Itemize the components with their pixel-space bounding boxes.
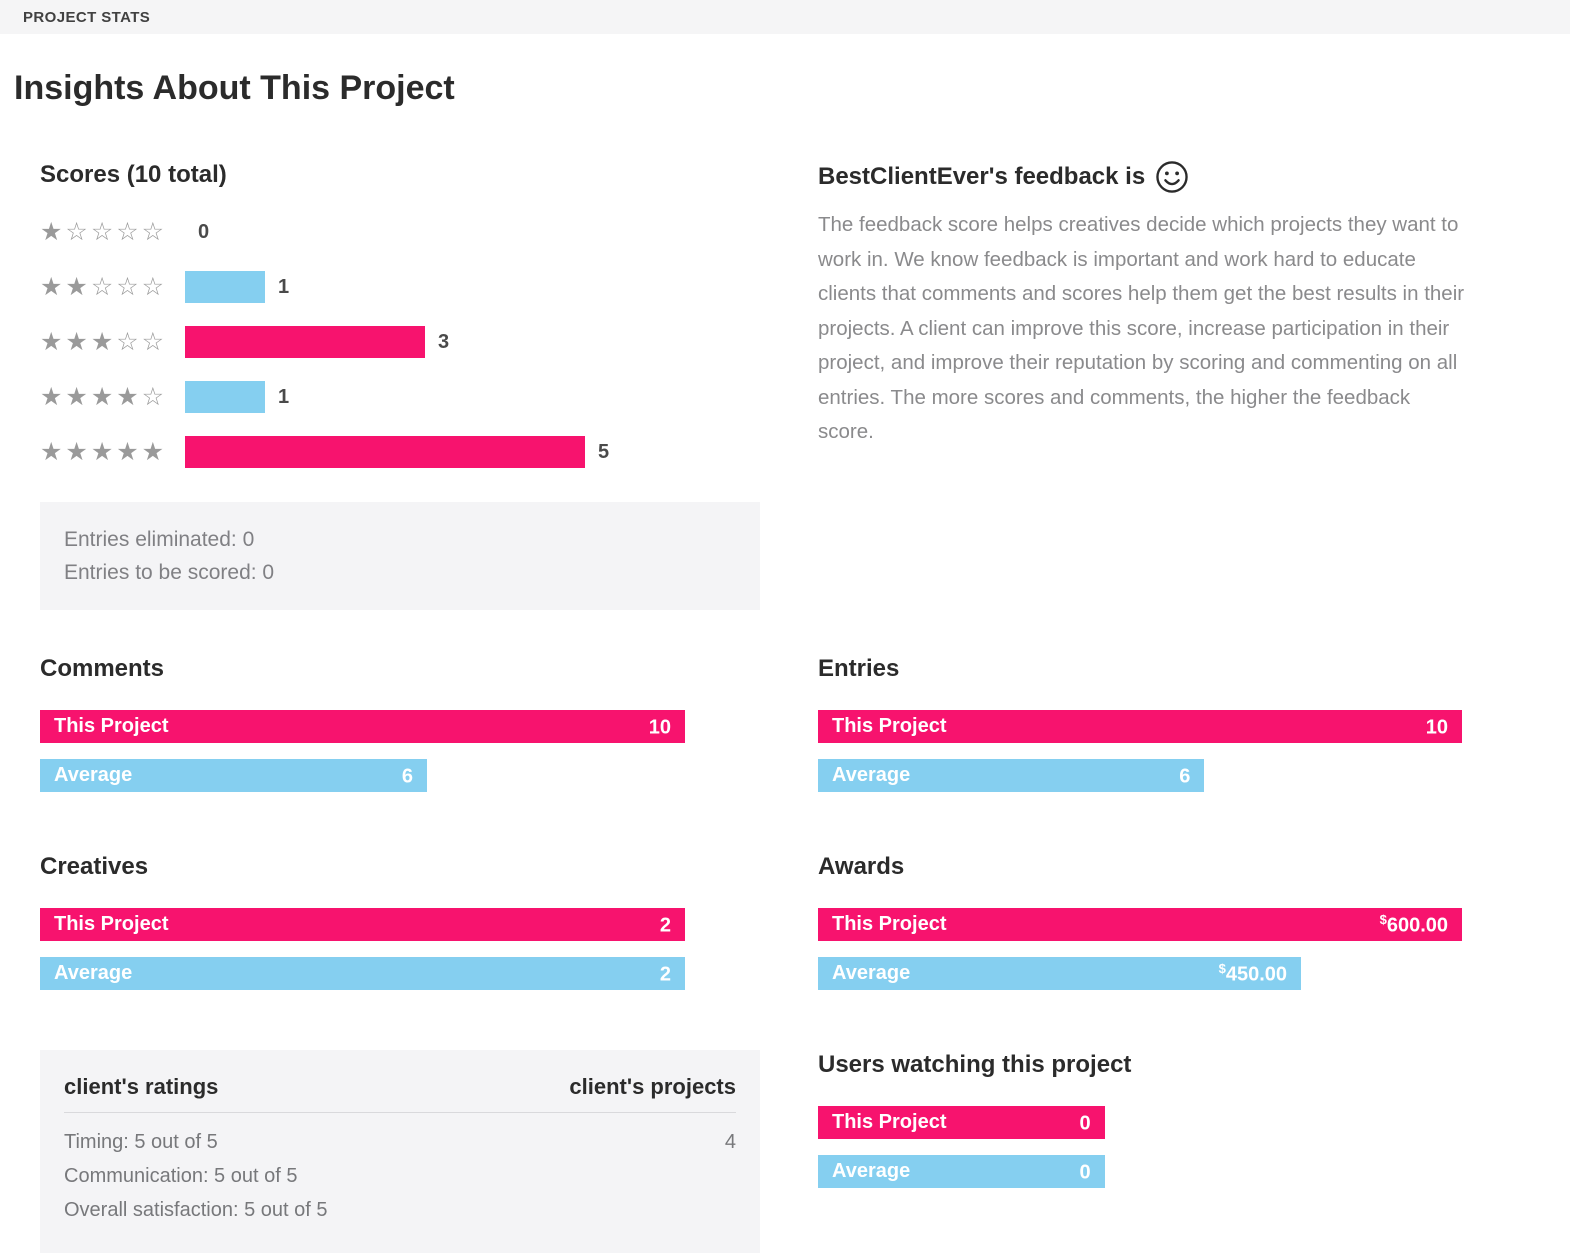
bar-amount: 450.00 — [1225, 963, 1287, 986]
client-panel-rows: Timing: 5 out of 5 4 Communication: 5 ou… — [64, 1125, 736, 1227]
bar-amount: 6 — [1179, 765, 1191, 788]
bar-label: Average — [54, 962, 133, 984]
scores-rows: ★☆☆☆☆ 0 ★★☆☆☆ 1 ★★★☆☆ 3 ★★★★☆ 1 ★★★★★ 5 — [40, 216, 760, 468]
watching-average-bar: Average 0 — [818, 1155, 1105, 1188]
bar-value: 2 — [660, 961, 671, 987]
users-watching-section: Users watching this project This Project… — [818, 1050, 1462, 1253]
creatives-average-bar: Average 2 — [40, 957, 685, 990]
page-header-bar: PROJECT STATS — [0, 0, 1570, 34]
bar-amount: 2 — [659, 914, 671, 937]
page-title: Insights About This Project — [14, 69, 455, 107]
client-ratings-section: client's ratings client's projects Timin… — [40, 1050, 760, 1253]
score-count-label: 1 — [278, 275, 290, 298]
scores-notes-box: Entries eliminated: 0 Entries to be scor… — [40, 502, 760, 610]
score-bar — [185, 436, 585, 468]
comments-title: Comments — [40, 655, 165, 682]
client-ratings-heading: client's ratings — [64, 1074, 219, 1099]
timing-rating: Timing: 5 out of 5 — [64, 1131, 218, 1153]
score-row: ★☆☆☆☆ 0 — [40, 216, 760, 248]
entries-average-bar: Average 6 — [818, 759, 1205, 792]
entries-title: Entries — [818, 655, 900, 682]
bar-value: 2 — [660, 912, 671, 938]
entries-section: Entries This Project 10 Average 6 — [818, 654, 1462, 808]
currency-symbol: $ — [1218, 960, 1226, 976]
feedback-description: The feedback score helps creatives decid… — [818, 213, 1465, 443]
bar-amount: 0 — [1079, 1161, 1091, 1184]
bar-value: 0 — [1079, 1159, 1090, 1185]
star-rating-icons: ★★★★★ — [40, 438, 168, 466]
bar-value: $450.00 — [1219, 961, 1287, 987]
bar-amount: 0 — [1079, 1112, 1091, 1135]
currency-symbol: $ — [1379, 911, 1387, 927]
scores-title: Scores (10 total) — [40, 161, 227, 188]
feedback-heading-text: BestClientEver's feedback is — [818, 163, 1146, 190]
score-bar — [185, 326, 425, 358]
client-projects-count: 4 — [724, 1131, 736, 1153]
score-count-label: 3 — [438, 330, 450, 353]
score-row: ★★★★☆ 1 — [40, 381, 760, 413]
bar-value: 10 — [649, 714, 671, 740]
client-panel-header: client's ratings client's projects — [64, 1074, 736, 1113]
bar-amount: 10 — [648, 716, 671, 739]
score-row: ★★★★★ 5 — [40, 436, 760, 468]
bar-amount: 10 — [1425, 716, 1448, 739]
header-label: PROJECT STATS — [23, 8, 151, 26]
creatives-this-project-bar: This Project 2 — [40, 908, 685, 941]
score-count-label: 0 — [198, 220, 210, 243]
bar-amount: 6 — [401, 765, 413, 788]
content-grid: Scores (10 total) ★☆☆☆☆ 0 ★★☆☆☆ 1 ★★★☆☆ … — [40, 160, 1570, 1253]
awards-this-project-bar: This Project $600.00 — [818, 908, 1462, 941]
star-rating-icons: ★☆☆☆☆ — [40, 218, 168, 246]
client-timing-row: Timing: 5 out of 5 4 — [64, 1125, 736, 1159]
comments-average-bar: Average 6 — [40, 759, 427, 792]
smiley-face-icon — [1156, 161, 1188, 193]
bar-value: 6 — [402, 763, 413, 789]
score-row: ★★☆☆☆ 1 — [40, 271, 760, 303]
entries-to-be-scored-note: Entries to be scored: 0 — [64, 561, 275, 584]
bar-label: Average — [54, 764, 133, 786]
entries-this-project-bar: This Project 10 — [818, 710, 1462, 743]
overall-satisfaction-rating: Overall satisfaction: 5 out of 5 — [64, 1199, 328, 1221]
bar-label: Average — [832, 962, 911, 984]
score-count-label: 1 — [278, 385, 290, 408]
bar-amount: 2 — [659, 963, 671, 986]
bar-value: $600.00 — [1380, 912, 1448, 938]
comments-this-project-bar: This Project 10 — [40, 710, 685, 743]
score-bar — [185, 271, 265, 303]
score-bar — [185, 381, 265, 413]
bar-label: This Project — [832, 913, 947, 935]
bar-amount: 600.00 — [1386, 914, 1448, 937]
bar-label: This Project — [832, 715, 947, 737]
entries-eliminated-note: Entries eliminated: 0 — [64, 528, 255, 551]
client-ratings-panel: client's ratings client's projects Timin… — [40, 1050, 760, 1253]
star-rating-icons: ★★★☆☆ — [40, 328, 168, 356]
star-rating-icons: ★★★★☆ — [40, 383, 168, 411]
comments-section: Comments This Project 10 Average 6 — [40, 654, 760, 808]
watching-this-project-bar: This Project 0 — [818, 1106, 1105, 1139]
score-row: ★★★☆☆ 3 — [40, 326, 760, 358]
score-count-label: 5 — [598, 440, 610, 463]
creatives-section: Creatives This Project 2 Average 2 — [40, 852, 760, 1006]
bar-value: 10 — [1426, 714, 1448, 740]
client-projects-heading: client's projects — [569, 1074, 736, 1099]
creatives-title: Creatives — [40, 853, 149, 880]
users-watching-title: Users watching this project — [818, 1051, 1132, 1078]
bar-value: 0 — [1079, 1110, 1090, 1136]
communication-rating: Communication: 5 out of 5 — [64, 1165, 298, 1187]
bar-label: Average — [832, 1160, 911, 1182]
bar-label: Average — [832, 764, 911, 786]
feedback-section: BestClientEver's feedback is The feedbac… — [818, 160, 1464, 610]
awards-average-bar: Average $450.00 — [818, 957, 1301, 990]
awards-title: Awards — [818, 853, 905, 880]
scores-section: Scores (10 total) ★☆☆☆☆ 0 ★★☆☆☆ 1 ★★★☆☆ … — [40, 160, 760, 610]
star-rating-icons: ★★☆☆☆ — [40, 273, 168, 301]
feedback-heading: BestClientEver's feedback is — [818, 160, 1462, 194]
bar-value: 6 — [1179, 763, 1190, 789]
awards-section: Awards This Project $600.00 Average $450… — [818, 852, 1462, 1006]
bar-label: This Project — [54, 715, 169, 737]
bar-label: This Project — [832, 1111, 947, 1133]
bar-label: This Project — [54, 913, 169, 935]
